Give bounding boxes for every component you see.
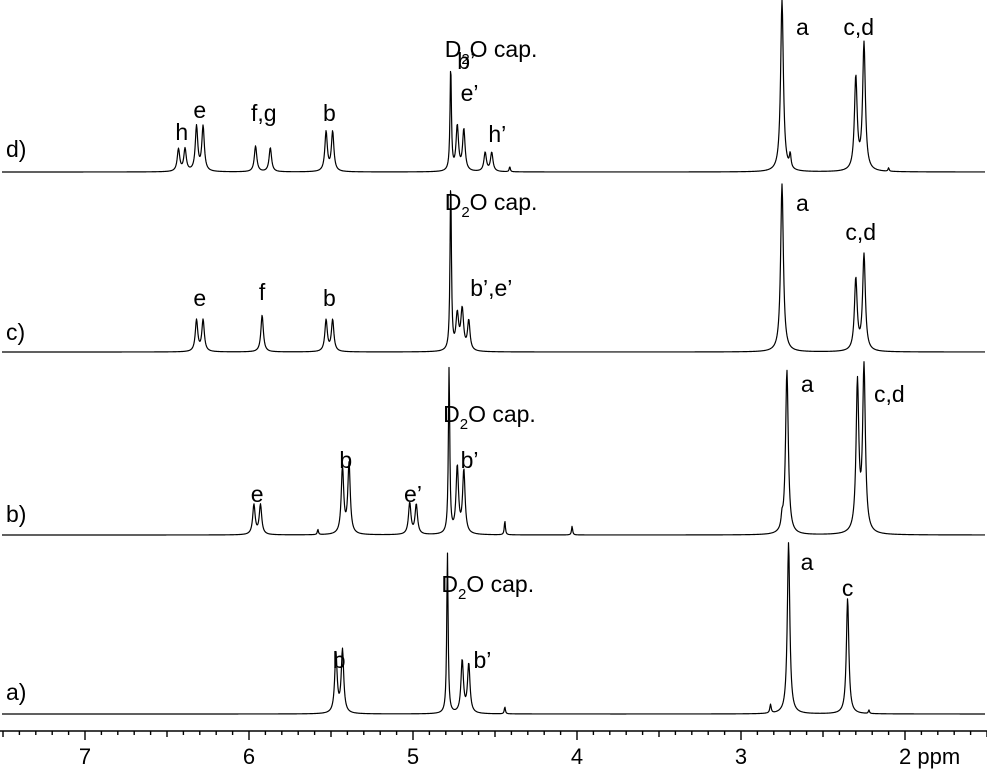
peak-annotation: f [259,279,266,305]
spectrum-trace [1,183,986,353]
d2o-cap-annotation: D2O cap. [445,189,538,221]
peak-annotation: b’ [457,48,475,74]
spectrum-label: c) [6,319,25,345]
peak-annotation: b’ [461,447,479,473]
peak-annotation: e’ [461,80,479,106]
x-tick-label: 4 [571,744,583,769]
peak-annotation: b’,e’ [470,275,512,301]
x-tick-label: 3 [735,744,747,769]
d2o-cap-annotation: D2O cap. [443,401,536,433]
spectrum-trace [1,542,986,715]
peak-annotation: h’ [488,121,506,147]
peak-annotation: c [842,575,854,601]
spectrum-d: d) D2O cap. he f,g b b’ e’ h’ a c,d [1,0,986,173]
peak-annotation: b [333,647,346,673]
peak-annotation: b [323,285,336,311]
spectrum-a: a) D2O cap. b b’ a c [1,542,986,715]
peak-annotation: a [796,190,809,216]
peak-annotation: a [796,14,809,40]
peak-annotation: b’ [474,647,492,673]
peak-annotation: a [801,371,814,397]
x-tick-label: 5 [407,744,419,769]
peak-annotation: c,d [845,219,876,245]
peak-annotation: e’ [404,481,422,507]
peak-annotation: e [251,481,264,507]
d2o-cap-annotation: D2O cap. [441,571,534,603]
peak-annotation: h [175,119,188,145]
d2o-cap-annotation: D2O cap. [445,36,538,68]
spectrum-c: c) D2O cap. e f b b’,e’ a c,d [1,183,986,353]
peak-annotation: e [193,97,206,123]
spectrum-label: b) [6,501,26,527]
spectrum-trace [1,0,986,173]
spectrum-label: d) [6,136,26,162]
peak-annotation: c,d [874,381,905,407]
peak-annotation: b [323,100,336,126]
x-tick-label: 2 ppm [899,744,960,769]
peak-annotation: e [193,285,206,311]
peak-annotation: c,d [843,14,874,40]
spectrum-label: a) [6,679,26,705]
x-axis: 7 6 5 4 3 2 ppm [0,730,987,769]
spectra-layer: a) D2O cap. b b’ a c b) D2O cap. e b e’ b’ a c,d c) D2O… [1,0,986,715]
peak-annotation: f,g [251,100,277,126]
x-tick-label: 7 [79,744,91,769]
x-tick-label: 6 [243,744,255,769]
spectrum-b: b) D2O cap. e b e’ b’ a c,d [1,361,986,536]
peak-annotation: b [339,447,352,473]
spectrum-trace [1,361,986,536]
peak-annotation: a [801,549,814,575]
